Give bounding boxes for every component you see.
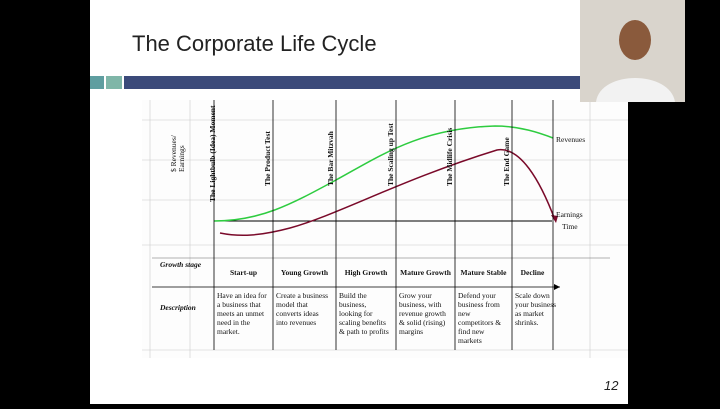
stage-name: Mature Stable <box>461 268 508 277</box>
decor <box>124 76 628 89</box>
milestone: The Scaling up Test <box>386 123 395 186</box>
stage-description: market. <box>217 327 240 336</box>
stage-description: business, <box>339 300 366 309</box>
stage-name: Young Growth <box>281 268 329 277</box>
stage-name: Decline <box>521 268 545 277</box>
stage-description: Have an idea for <box>217 291 267 300</box>
row-label: Description <box>159 303 196 312</box>
stage-description: into revenues <box>276 318 316 327</box>
stage-name: Start-up <box>230 268 257 277</box>
milestone: The Bar Mitzvah <box>326 130 335 186</box>
stage-description: & solid (rising) <box>399 318 446 327</box>
stage-description: looking for <box>339 309 373 318</box>
decor <box>90 76 104 89</box>
stage-description: need in the <box>217 318 251 327</box>
stage-description: shrinks. <box>515 318 539 327</box>
stage-description: & path to profits <box>339 327 389 336</box>
stage-description: new <box>458 309 471 318</box>
stage-name: Mature Growth <box>400 268 452 277</box>
page-number: 12 <box>604 378 619 393</box>
grid <box>142 100 628 358</box>
stage-description: Create a business <box>276 291 328 300</box>
webcam-person <box>619 20 651 60</box>
row-label: Growth stage <box>160 260 202 269</box>
stage-description: margins <box>399 327 423 336</box>
curve-label: Time <box>562 222 578 231</box>
stage-description: a business that <box>217 300 262 309</box>
webcam-person <box>596 78 675 102</box>
curve-label: Earnings <box>556 210 583 219</box>
y-axis-label: $ Revenues/ <box>169 134 178 172</box>
stage-description: competitors & <box>458 318 501 327</box>
earnings-curve <box>219 149 556 237</box>
stage-name: High Growth <box>345 268 388 277</box>
milestone: The End Game <box>502 137 511 186</box>
stage-description: find new <box>458 327 485 336</box>
stage-description: as market <box>515 309 545 318</box>
stage-description: model that <box>276 300 309 309</box>
y-axis-label: Earnings <box>177 145 186 172</box>
stage-description: business, with <box>399 300 442 309</box>
arrow <box>554 284 560 290</box>
stage-description: Build the <box>339 291 367 300</box>
stage-description: Scale down <box>515 291 550 300</box>
curve-label: Revenues <box>556 135 585 144</box>
stage-description: converts ideas <box>276 309 319 318</box>
milestone: The Midlife Crisis <box>445 128 454 186</box>
milestone: The Product Test <box>263 131 272 186</box>
stage-description: scaling benefits <box>339 318 386 327</box>
stage-description: business from <box>458 300 500 309</box>
decor <box>106 76 122 89</box>
revenue-curve <box>213 125 554 222</box>
stage-description: markets <box>458 336 482 345</box>
milestone: The Lightbulb (Idea) Moment <box>208 105 217 202</box>
diagram-area <box>142 100 628 358</box>
stage-description: Grow your <box>399 291 432 300</box>
stage-description: meets an unmet <box>217 309 265 318</box>
slide-title: The Corporate Life Cycle <box>132 31 377 56</box>
stage-description: your business <box>515 300 556 309</box>
stage-description: Defend your <box>458 291 496 300</box>
stage-description: revenue growth <box>399 309 446 318</box>
